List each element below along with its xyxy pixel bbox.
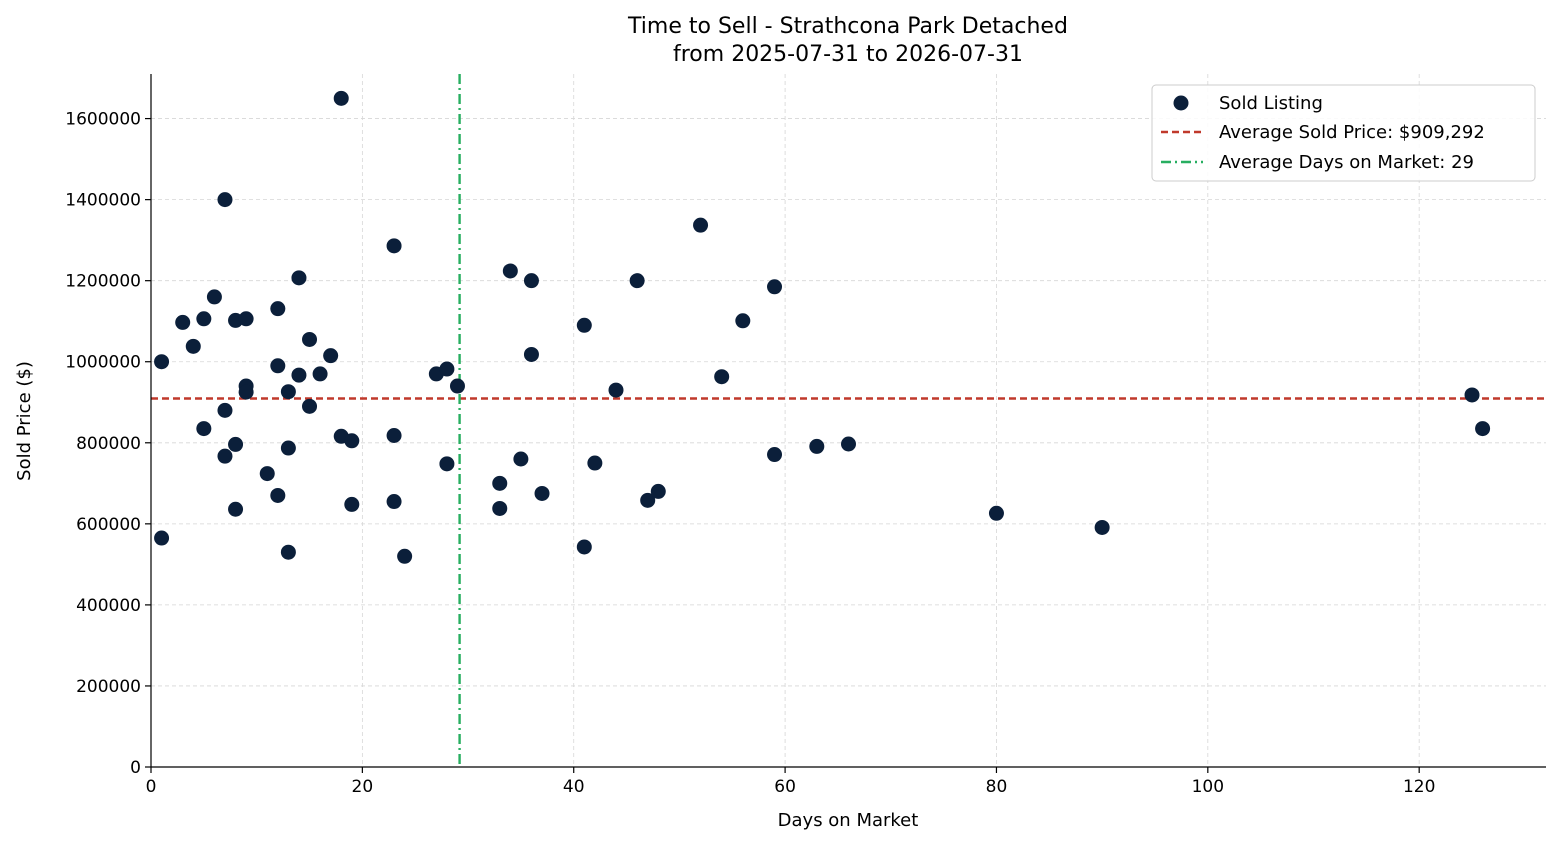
data-point [185,338,201,354]
data-point [217,402,233,418]
data-point [280,544,296,560]
data-point [523,346,539,362]
x-tick-label: 60 [774,777,796,797]
data-point [291,270,307,286]
data-point [439,361,455,377]
data-point [439,456,455,472]
data-point [386,238,402,254]
legend: Sold Listing Average Sold Price: $909,29… [1151,84,1536,182]
data-point [841,436,856,452]
data-point [344,496,360,512]
data-point [386,427,402,443]
y-tick-label: 400000 [76,596,141,616]
data-point [217,448,233,464]
data-point [196,311,212,327]
data-point [640,492,656,508]
x-tick-label: 80 [986,777,1008,797]
data-point [302,331,318,347]
data-point [302,398,318,414]
chart-subtitle: from 2025-07-31 to 2026-07-31 [673,42,1023,67]
x-axis-label: Days on Market [778,810,919,831]
legend-label-average-days: Average Days on Market: 29 [1219,152,1474,173]
data-point [693,217,709,233]
x-tick-label: 20 [352,777,374,797]
x-tick-label: 120 [1403,777,1435,797]
data-point [333,90,349,106]
data-point [809,438,825,454]
data-point [270,358,286,374]
x-tick-label: 100 [1192,777,1224,797]
data-point [714,369,730,385]
data-point [449,378,465,394]
y-tick-label: 0 [130,758,141,778]
y-tick-label: 800000 [76,434,141,454]
data-point [492,475,508,491]
data-point [154,354,170,370]
data-point [175,314,191,330]
data-point [513,451,529,467]
data-point [386,494,402,510]
data-point [270,301,286,317]
data-point [344,433,360,449]
legend-frame [1151,84,1536,182]
y-tick-label: 1000000 [65,353,141,373]
data-point [576,539,592,555]
x-tick-label: 40 [563,777,585,797]
data-point [767,447,783,463]
y-axis-label: Sold Price ($) [14,361,35,481]
data-point [587,455,603,471]
chart-title: Time to Sell - Strathcona Park Detached [627,14,1068,39]
tick-labels: 0 20 40 60 80 100 120 0 200000 400000 600000 800000… [65,110,1435,797]
y-tick-label: 1400000 [65,191,141,211]
y-tick-label: 200000 [76,677,141,697]
data-point [312,366,328,382]
y-tick-label: 600000 [76,515,141,535]
y-tick-label: 1200000 [65,272,141,292]
data-point [502,263,518,279]
data-point [228,436,244,452]
data-point [492,500,508,516]
reference-lines [151,74,1546,767]
data-point [280,440,296,456]
data-point [217,192,233,208]
data-point [608,382,624,398]
data-point [735,313,751,329]
legend-marker-sold-listing [1173,95,1189,111]
data-point [629,273,645,289]
data-point [280,384,296,400]
data-point [523,273,539,289]
data-point [1464,387,1480,403]
y-tick-label: 1600000 [65,110,141,130]
data-point [270,487,286,503]
axes [145,74,1546,773]
data-point [291,367,307,383]
data-point [154,530,170,546]
data-point [259,466,275,482]
data-point [767,279,783,295]
data-point [206,289,222,305]
data-point [1094,519,1110,535]
scatter-points [154,90,1491,564]
legend-label-sold-listing: Sold Listing [1219,93,1323,114]
legend-label-average-price: Average Sold Price: $909,292 [1219,122,1485,143]
data-point [196,421,212,437]
data-point [238,384,254,400]
data-point [238,311,254,327]
data-point [988,505,1004,521]
data-point [397,548,413,564]
data-point [1475,421,1491,437]
data-point [650,483,666,499]
data-point [534,485,550,501]
x-tick-label: 0 [146,777,157,797]
data-point [323,348,339,364]
data-point [576,317,592,333]
data-point [228,501,244,517]
